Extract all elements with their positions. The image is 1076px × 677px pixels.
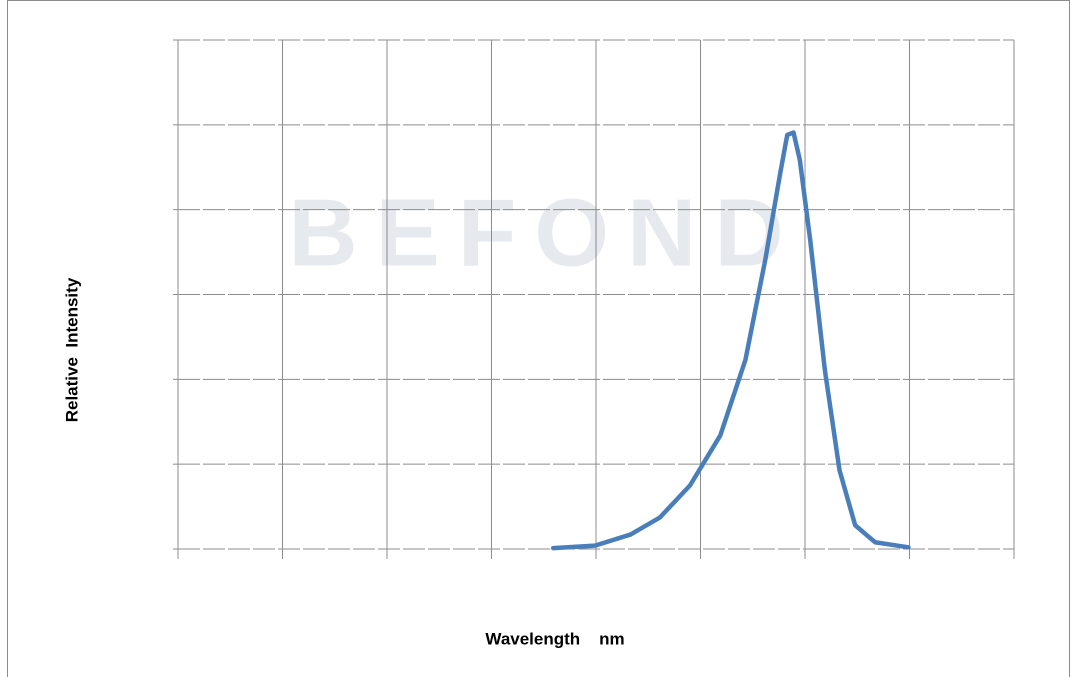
y-axis-title: Relative Intensity <box>62 277 81 422</box>
frame <box>7 0 1070 677</box>
spectrum-line <box>550 130 911 551</box>
x-axis-title: Wavelength nm <box>485 629 624 648</box>
watermark: BEFOND <box>288 179 801 286</box>
